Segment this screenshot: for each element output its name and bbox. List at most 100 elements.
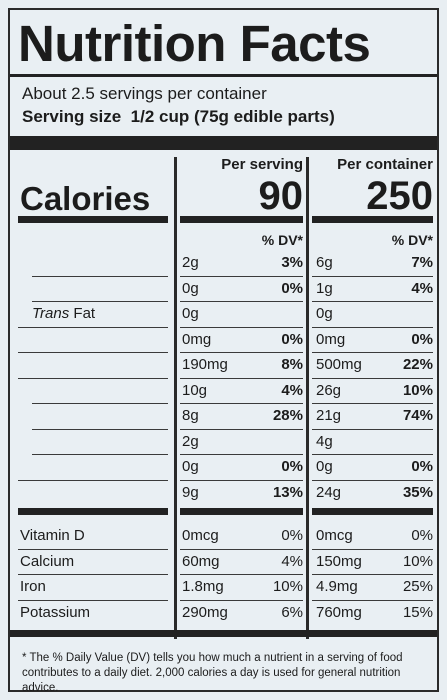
container-dv: 22% [402, 356, 433, 373]
nutrition-facts-panel: Nutrition Facts About 2.5 servings per c… [8, 8, 439, 694]
footnote: * The % Daily Value (DV) tells you how m… [22, 652, 403, 694]
vitamin-label: Potassium [20, 603, 91, 621]
serving-amount: 0mg [182, 330, 212, 348]
thick-divider-top [10, 136, 437, 150]
vitamin-container-dv: 0% [411, 527, 433, 544]
serving-amount: 2g [182, 432, 199, 450]
row-divider [32, 428, 168, 430]
container-amount: 26g [316, 381, 342, 399]
calories-divider-serving [180, 216, 303, 223]
row-divider [32, 454, 168, 455]
serving-dv: 0% [281, 279, 303, 297]
dv-header-serving: % DV* [261, 232, 303, 248]
container-amount: 4g [316, 432, 333, 450]
serving-dv: 8% [281, 356, 303, 373]
vitamin-container-amount: 4.9mg [316, 578, 358, 595]
vitamin-label: Vitamin D [20, 527, 85, 544]
container-dv: 10% [402, 381, 433, 399]
vitamin-container-amount: 760mg [316, 603, 362, 621]
vitamin-serving-amount: 1.8mg [182, 578, 224, 595]
column-divider-left [174, 157, 177, 639]
serving-amount: 190mg [182, 356, 228, 373]
row-divider [180, 403, 303, 404]
serving-amount: 9g [182, 483, 199, 501]
vitamin-row-divider [312, 574, 433, 575]
vitamin-row-divider [180, 574, 303, 575]
row-divider [18, 479, 168, 481]
vitamin-row-divider [18, 574, 168, 575]
row-divider [312, 352, 433, 353]
row-divider [180, 428, 303, 430]
vitamin-serving-dv: 4% [281, 552, 303, 570]
container-dv: 74% [402, 407, 433, 424]
row-divider [180, 377, 303, 379]
container-dv: 7% [411, 254, 433, 271]
vitamin-container-amount: 150mg [316, 552, 362, 570]
vitamin-serving-amount: 0mcg [182, 527, 219, 544]
row-divider [180, 454, 303, 455]
dv-header-container: % DV* [391, 232, 433, 248]
serving-amount: 0g [182, 279, 199, 297]
vitamin-row-divider [180, 599, 303, 601]
row-divider [312, 301, 433, 302]
per-serving-header: Per serving [221, 156, 303, 173]
row-divider [18, 326, 168, 328]
servings-per-container: About 2.5 servings per container [22, 84, 267, 103]
container-dv: 0% [411, 330, 433, 348]
row-divider [180, 301, 303, 302]
vitamin-label: Iron [20, 578, 46, 595]
serving-dv: 28% [272, 407, 303, 424]
serving-size: Serving size 1/2 cup (75g edible parts) [22, 107, 335, 127]
column-divider-right [306, 157, 309, 639]
row-divider [312, 479, 433, 481]
vitamins-divider-container [312, 508, 433, 515]
vitamin-container-dv: 15% [402, 603, 433, 621]
row-divider [312, 377, 433, 379]
footnote-divider [10, 630, 437, 637]
nutrient-label-rest: Fat [69, 305, 96, 322]
vitamin-serving-amount: 290mg [182, 603, 228, 621]
container-amount: 0mg [316, 330, 346, 348]
vitamin-label: Calcium [20, 552, 75, 570]
row-divider [18, 377, 168, 379]
row-divider [32, 403, 168, 404]
container-amount: 0g [316, 458, 333, 475]
serving-dv: 4% [281, 381, 303, 399]
vitamin-serving-dv: 10% [272, 578, 303, 595]
serving-size-value: 1/2 cup (75g edible parts) [130, 107, 335, 126]
vitamin-row-divider [18, 599, 168, 601]
row-divider [312, 454, 433, 455]
serving-amount: 8g [182, 407, 199, 424]
container-dv: 4% [411, 279, 433, 297]
row-divider [18, 352, 168, 353]
container-amount: 1g [316, 279, 333, 297]
row-divider [312, 428, 433, 430]
row-divider [32, 301, 168, 302]
container-amount: 24g [316, 483, 342, 501]
vitamins-divider-label [18, 508, 168, 515]
serving-dv: 3% [281, 254, 303, 271]
serving-amount: 0g [182, 305, 199, 322]
serving-size-label: Serving size [22, 107, 122, 126]
serving-dv: 13% [272, 483, 303, 501]
calories-per-container: 250 [366, 174, 433, 218]
calories-divider-container [312, 216, 433, 223]
calories-per-serving: 90 [258, 174, 304, 218]
vitamin-row-divider [18, 548, 168, 550]
container-dv: 35% [402, 483, 433, 501]
serving-amount: 10g [182, 381, 208, 399]
row-divider [32, 275, 168, 277]
vitamin-container-amount: 0mcg [316, 527, 353, 544]
vitamin-row-divider [312, 548, 433, 550]
row-divider [180, 352, 303, 353]
row-divider [180, 275, 303, 277]
row-divider [180, 479, 303, 481]
serving-amount: 2g [182, 254, 199, 271]
vitamin-container-dv: 25% [402, 578, 433, 595]
vitamins-divider-serving [180, 508, 303, 515]
vitamin-serving-amount: 60mg [182, 552, 220, 570]
row-divider [180, 326, 303, 328]
nutrient-label: Trans Fat [32, 305, 95, 323]
vitamin-container-dv: 10% [402, 552, 433, 570]
vitamin-row-divider [312, 599, 433, 601]
